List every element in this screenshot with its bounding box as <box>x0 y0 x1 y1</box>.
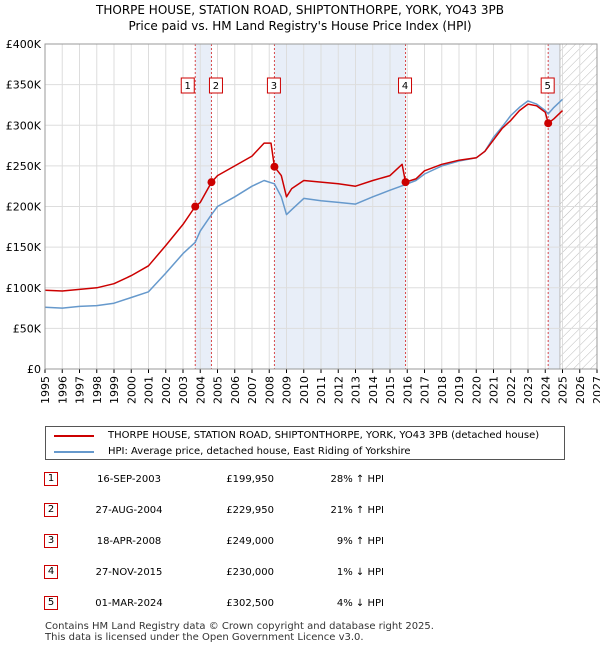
x-tick-label: 2004 <box>194 376 207 404</box>
sale-date: 18-APR-2008 <box>96 536 162 547</box>
x-tick-label: 2012 <box>332 376 345 404</box>
footer-line-2: This data is licensed under the Open Gov… <box>45 632 364 643</box>
x-tick-label: 2010 <box>298 376 311 404</box>
sale-hpi-diff: 4% ↓ HPI <box>336 598 384 609</box>
legend-line-property <box>54 435 94 437</box>
y-tick-label: £150K <box>6 241 42 254</box>
price-chart: 1 2 3 4 5 £0 £50K £100K £150K £200K £250K £300K £35… <box>6 38 600 404</box>
sale-price: £230,000 <box>226 567 274 578</box>
sale-date: 16-SEP-2003 <box>97 474 161 485</box>
legend-label-property: THORPE HOUSE, STATION ROAD, SHIPTONTHORP… <box>108 430 540 441</box>
sale-row: 3 18-APR-2008 £249,000 9% ↑ HPI <box>44 532 584 552</box>
x-tick-label: 2017 <box>419 376 432 404</box>
x-tick-label: 2009 <box>281 376 294 404</box>
x-tick-label: 2019 <box>453 376 466 404</box>
x-tick-label: 2000 <box>125 376 138 404</box>
sale-date: 01-MAR-2024 <box>95 598 163 609</box>
sale-row: 1 16-SEP-2003 £199,950 28% ↑ HPI <box>44 470 584 490</box>
x-tick-label: 2003 <box>177 376 190 404</box>
x-tick-label: 1995 <box>39 376 52 404</box>
sale-number: 2 <box>44 503 58 517</box>
series-line-hpi <box>44 98 564 309</box>
x-tick-label: 1996 <box>56 376 69 404</box>
sale-hpi-diff: 21% ↑ HPI <box>330 505 384 516</box>
sale-number: 1 <box>44 472 58 486</box>
sale-label: 3 <box>271 81 277 92</box>
x-tick-label: 1997 <box>74 376 87 404</box>
sale-point <box>270 162 279 171</box>
x-tick-label: 2007 <box>246 376 259 404</box>
sale-row: 5 01-MAR-2024 £302,500 4% ↓ HPI <box>44 594 584 614</box>
x-tick-label: 2021 <box>488 376 501 404</box>
x-tick-label: 2001 <box>143 376 156 404</box>
sale-label-box <box>540 77 555 94</box>
x-tick-label: 2005 <box>212 376 225 404</box>
sale-label: 5 <box>544 81 550 92</box>
x-tick-label: 2002 <box>160 376 173 404</box>
sale-point <box>401 178 410 187</box>
x-tick-label: 2027 <box>591 376 600 404</box>
x-tick-label: 2008 <box>263 376 276 404</box>
x-tick-label: 2022 <box>505 376 518 404</box>
chart-title: THORPE HOUSE, STATION ROAD, SHIPTONTHORP… <box>0 2 600 34</box>
sale-price: £249,000 <box>226 536 274 547</box>
y-tick-label: £250K <box>6 160 42 173</box>
sale-date: 27-AUG-2004 <box>95 505 163 516</box>
sale-label: 1 <box>185 81 191 92</box>
legend-label-hpi: HPI: Average price, detached house, East… <box>108 446 411 457</box>
x-tick-label: 2013 <box>350 376 363 404</box>
sale-price: £302,500 <box>226 598 274 609</box>
x-tick-label: 2020 <box>470 376 483 404</box>
x-tick-label: 2006 <box>229 376 242 404</box>
x-tick-label: 2026 <box>574 376 587 404</box>
x-tick-label: 1998 <box>91 376 104 404</box>
sale-hpi-diff: 28% ↑ HPI <box>330 474 384 485</box>
y-tick-label: £100K <box>6 282 42 295</box>
legend: THORPE HOUSE, STATION ROAD, SHIPTONTHORP… <box>45 426 565 460</box>
sale-date: 27-NOV-2015 <box>95 567 163 578</box>
y-tick-label: £200K <box>6 201 42 214</box>
x-tick-label: 2011 <box>315 376 328 404</box>
x-tick-label: 2023 <box>522 376 535 404</box>
sale-number: 4 <box>44 565 58 579</box>
x-tick-label: 2018 <box>436 376 449 404</box>
sale-point <box>544 119 553 128</box>
sale-point <box>207 178 216 187</box>
sale-label-box <box>180 77 195 94</box>
y-tick-label: £350K <box>6 79 42 92</box>
y-tick-label: £0 <box>27 363 41 376</box>
sale-label: 4 <box>402 81 408 92</box>
x-tick-label: 2024 <box>539 376 552 404</box>
title-line-1: THORPE HOUSE, STATION ROAD, SHIPTONTHORP… <box>96 3 504 17</box>
sale-price: £229,950 <box>226 505 274 516</box>
x-tick-label: 2015 <box>384 376 397 404</box>
plot-frame <box>44 43 598 370</box>
sales-table: 1 16-SEP-2003 £199,950 28% ↑ HPI 2 27-AU… <box>44 470 584 620</box>
sale-point <box>191 202 200 211</box>
series-line-property <box>44 103 564 292</box>
y-tick-label: £400K <box>6 38 42 51</box>
x-tick-label: 1999 <box>108 376 121 404</box>
y-tick-label: £50K <box>13 322 42 335</box>
x-tick-label: 2016 <box>401 376 414 404</box>
sale-number: 5 <box>44 596 58 610</box>
sale-label-box <box>208 77 223 94</box>
x-tick-label: 2025 <box>557 376 570 404</box>
footer-attribution: Contains HM Land Registry data © Crown c… <box>45 621 434 643</box>
sale-row: 4 27-NOV-2015 £230,000 1% ↓ HPI <box>44 563 584 583</box>
sale-hpi-diff: 9% ↑ HPI <box>336 536 384 547</box>
sale-label: 2 <box>213 81 219 92</box>
title-line-2: Price paid vs. HM Land Registry's House … <box>128 19 472 33</box>
sale-label-box <box>266 77 281 94</box>
y-tick-label: £300K <box>6 119 42 132</box>
legend-line-hpi <box>54 451 94 453</box>
sale-label-box <box>398 77 413 94</box>
sale-price: £199,950 <box>226 474 274 485</box>
sale-number: 3 <box>44 534 58 548</box>
sale-hpi-diff: 1% ↓ HPI <box>336 567 384 578</box>
sale-row: 2 27-AUG-2004 £229,950 21% ↑ HPI <box>44 501 584 521</box>
x-tick-label: 2014 <box>367 376 380 404</box>
footer-line-1: Contains HM Land Registry data © Crown c… <box>45 621 434 632</box>
